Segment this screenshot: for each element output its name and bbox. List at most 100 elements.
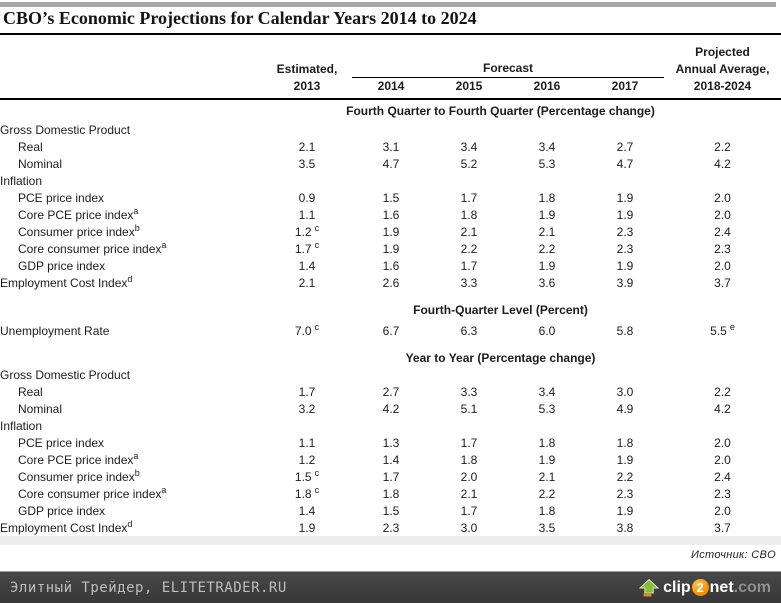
value-cell: 1.7	[298, 385, 316, 399]
table-row: Core PCE price indexa 1.1 1.6 1.8 1.9 1.9 2.0	[0, 207, 781, 224]
value-cell: 5.1	[460, 402, 478, 416]
logo-2-badge: 2	[691, 579, 709, 596]
value-cell: 6.3	[460, 324, 478, 338]
value-cell	[508, 418, 586, 435]
value-cell: 1.9	[616, 208, 634, 222]
value-cell: 1.7	[460, 191, 478, 205]
value-cell	[664, 173, 781, 190]
value-cell: 2.4	[714, 225, 731, 239]
row-label: Nominal	[18, 157, 63, 171]
value-cell: 1.9	[538, 453, 556, 467]
row-label: Gross Domestic Product	[0, 368, 131, 382]
value-cell: 6.0	[538, 324, 556, 338]
value-cell: 2.3	[382, 521, 400, 535]
row-label: GDP price index	[18, 259, 106, 273]
upload-arrow-icon	[638, 578, 660, 597]
value-cell: 2.1	[538, 470, 556, 484]
logo-net-text: net	[709, 578, 734, 596]
value-cell	[430, 173, 508, 190]
row-label: Real	[18, 385, 43, 399]
value-cell: 1.4	[298, 504, 316, 518]
row-label: Consumer price indexb	[18, 224, 140, 239]
value-cell: 4.7	[616, 157, 634, 171]
table-row: Real 1.7 2.7 3.3 3.4 3.0 2.2	[0, 384, 781, 401]
value-cell: 2.2	[714, 140, 731, 154]
value-cell	[262, 122, 352, 139]
header-projected-line1: Projected	[695, 45, 750, 59]
value-cell: 1.2 c	[294, 224, 320, 239]
page-title: CBO’s Economic Projections for Calendar …	[3, 8, 477, 28]
value-cell: 1.7	[460, 259, 478, 273]
value-cell: 3.4	[460, 140, 478, 154]
table-row: Core consumer price indexa 1.7 c 1.9 2.2 2.2 2…	[0, 241, 781, 258]
value-cell: 2.6	[382, 276, 400, 290]
row-label: Real	[18, 140, 43, 154]
table-row: Employment Cost Indexd 1.9 2.3 3.0 3.5 3.8 3.7	[0, 520, 781, 537]
value-cell	[430, 122, 508, 139]
value-cell: 3.3	[460, 276, 478, 290]
section-heading-row: Year to Year (Percentage change)	[0, 350, 781, 367]
table-row: Nominal 3.5 4.7 5.2 5.3 4.7 4.2	[0, 156, 781, 173]
value-cell: 1.9	[616, 191, 634, 205]
row-label: Core PCE price indexa	[18, 452, 139, 467]
value-cell: 2.2	[714, 385, 731, 399]
value-cell: 6.7	[382, 324, 400, 338]
value-cell: 2.1	[298, 140, 316, 154]
row-label: Core consumer price indexa	[18, 241, 167, 256]
top-gray-bar	[0, 2, 776, 7]
row-label: Unemployment Rate	[0, 324, 110, 338]
value-cell: 4.2	[714, 402, 731, 416]
value-cell: 3.0	[616, 385, 634, 399]
value-cell: 2.1	[460, 487, 478, 501]
value-cell: 2.0	[714, 436, 731, 450]
value-cell: 3.7	[714, 521, 731, 535]
table-row: Unemployment Rate 7.0 c 6.7 6.3 6.0 5.8 5.5 e	[0, 323, 781, 340]
value-cell: 3.5	[298, 157, 316, 171]
table-row: Gross Domestic Product	[0, 367, 781, 384]
value-cell: 4.2	[382, 402, 400, 416]
value-cell: 2.3	[714, 487, 731, 501]
table-container: Projected Estimated, Forecast Annual Ave…	[0, 45, 781, 537]
table-row: Gross Domestic Product	[0, 122, 781, 139]
value-cell: 2.3	[616, 242, 634, 256]
value-cell: 2.1	[460, 225, 478, 239]
table-row: Real 2.1 3.1 3.4 3.4 2.7 2.2	[0, 139, 781, 156]
title-divider	[0, 33, 781, 35]
value-cell	[664, 367, 781, 384]
source-note: Источник: CBO	[691, 549, 776, 561]
value-cell: 1.5 c	[294, 469, 320, 484]
table-row: Employment Cost Indexd 2.1 2.6 3.3 3.6 3.9 3.7	[0, 275, 781, 292]
value-cell: 1.8	[382, 487, 400, 501]
section-heading: Fourth-Quarter Level (Percent)	[413, 303, 588, 317]
header-estimated: Estimated,	[276, 61, 338, 76]
value-cell	[352, 367, 430, 384]
value-cell: 1.5	[382, 504, 400, 518]
value-cell: 3.6	[538, 276, 556, 290]
value-cell	[664, 418, 781, 435]
value-cell	[352, 122, 430, 139]
table-row: GDP price index 1.4 1.6 1.7 1.9 1.9 2.0	[0, 258, 781, 275]
row-label: GDP price index	[18, 504, 106, 518]
value-cell	[352, 173, 430, 190]
value-cell: 5.3	[538, 402, 556, 416]
clip2net-logo[interactable]: clip 2 net .com	[638, 578, 771, 597]
header-projected-line2: Annual Average,	[675, 61, 770, 76]
value-cell: 1.9	[616, 259, 634, 273]
value-cell: 3.0	[460, 521, 478, 535]
table-row: Consumer price indexb 1.5 c 1.7 2.0 2.1 2.2 2.4	[0, 469, 781, 486]
header-forecast: Forecast	[352, 60, 664, 78]
value-cell: 1.8	[538, 504, 556, 518]
value-cell: 1.2	[298, 453, 316, 467]
header-year-range: 2018-2024	[664, 77, 781, 100]
value-cell: 5.5 e	[710, 323, 735, 338]
value-cell: 1.8	[538, 436, 556, 450]
value-cell: 2.2	[616, 470, 634, 484]
value-cell: 2.3	[616, 225, 634, 239]
value-cell: 5.3	[538, 157, 556, 171]
value-cell	[262, 418, 352, 435]
row-label: Core consumer price indexa	[18, 486, 167, 501]
header-year-2013: 2013	[262, 77, 352, 100]
table-row: Inflation	[0, 173, 781, 190]
value-cell: 1.9	[382, 242, 400, 256]
watermark-footer: Элитный Трейдер, ELITETRADER.RU clip 2 n…	[0, 571, 781, 603]
